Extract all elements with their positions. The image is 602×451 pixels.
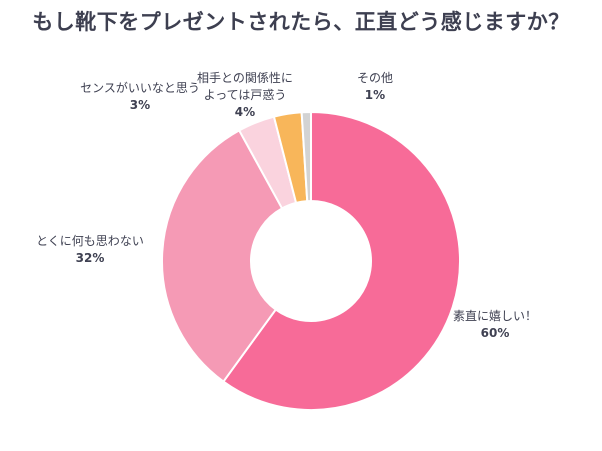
slice-pct: 60%: [480, 326, 510, 340]
donut-slice-1: [161, 129, 284, 383]
donut-slice-4: [300, 110, 312, 203]
slice-label-text: とくに何も思わない: [36, 234, 144, 248]
slice-label-text: 素直に嬉しい！: [452, 309, 538, 323]
slice-pct: 1%: [364, 88, 386, 102]
label-slice-0: 素直に嬉しい！ 60%: [453, 308, 537, 342]
slice-label-text: その他: [356, 71, 394, 85]
slice-label-text: センスがいいなと思う: [80, 81, 200, 95]
label-slice-4: その他 1%: [357, 70, 393, 104]
slice-label-text: よっては戸惑う: [203, 88, 287, 102]
label-slice-1: とくに何も思わない 32%: [36, 233, 144, 267]
slice-pct: 3%: [129, 98, 151, 112]
slice-pct: 4%: [234, 105, 256, 119]
label-slice-2: 相手との関係性に よっては戸惑う 4%: [197, 70, 293, 121]
donut-slice-0: [222, 110, 461, 411]
chart-title: もし靴下をプレゼントされたら、正直どう感じますか？: [32, 10, 570, 34]
slice-pct: 32%: [75, 251, 105, 265]
label-slice-3: センスがいいなと思う 3%: [80, 80, 200, 114]
slice-label-text: 相手との関係性に: [197, 71, 293, 85]
